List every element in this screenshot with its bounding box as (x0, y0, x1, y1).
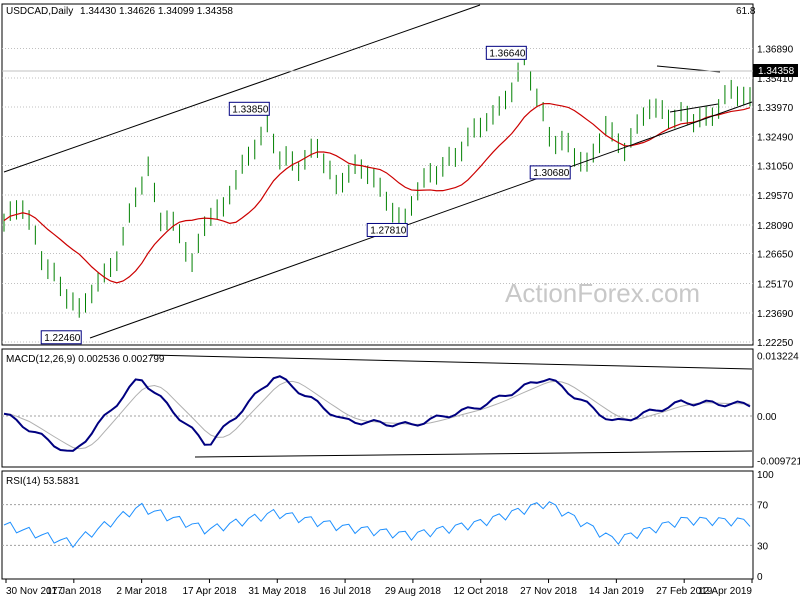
macd-tick-label: 0.00 (757, 412, 777, 423)
x-tick-label: 17 Apr 2018 (182, 586, 236, 597)
rsi-tick-label: 100 (757, 470, 774, 481)
x-tick-label: 27 Feb 2019 (656, 586, 713, 597)
price-annotation-box (228, 101, 270, 116)
upper-channel-line (3, 4, 481, 173)
price-annotation-label: 1.22460 (44, 333, 81, 344)
chart-symbol: USDCAD,Daily 1.34430 1.34626 1.34099 1.3… (6, 6, 233, 17)
x-tick-label: 12 Oct 2018 (453, 586, 508, 597)
current-price-text: 1.34358 (758, 66, 795, 77)
y-axis-ticks: 1.36890 1.35410 1.33970 1.32490 1.31050 1.295… (757, 44, 800, 583)
x-tick-label: 27 Nov 2018 (520, 586, 577, 597)
price-series (3, 46, 751, 318)
x-tick-label: 16 Jul 2018 (319, 586, 371, 597)
price-tick-label: 1.35410 (757, 74, 794, 85)
price-tick-label: 1.26650 (757, 250, 794, 261)
rsi-tick-label: 70 (757, 501, 769, 512)
rsi-layer (2, 501, 753, 549)
price-tick-label: 1.33970 (757, 103, 794, 114)
x-tick-label: 14 Jan 2019 (589, 586, 644, 597)
price-annotation-box (366, 222, 408, 237)
macd-lower-trend (194, 450, 753, 458)
macd-layer (2, 354, 753, 458)
triangle-lower-line (669, 103, 719, 113)
x-tick-label: 31 May 2018 (248, 586, 306, 597)
corner-value: 61.8 (736, 6, 756, 17)
macd-tick-label: 0.013224 (757, 352, 799, 363)
x-tick-label: 29 Aug 2018 (385, 586, 442, 597)
price-annotation-label: 1.30680 (533, 168, 570, 179)
ohlc-values: 1.34430 1.34626 1.34099 1.34358 (80, 6, 233, 17)
macd-label: MACD(12,26,9) 0.002536 0.002799 (6, 354, 165, 365)
x-tick-label: 12 Apr 2019 (698, 586, 752, 597)
price-annotation-box (40, 330, 82, 345)
macd-upper-trend (149, 354, 753, 370)
rsi-pane-frame (1, 470, 754, 580)
x-tick-label: 17 Jan 2018 (46, 586, 101, 597)
macd-line (3, 375, 751, 452)
price-annotations: 1.36640 1.33850 1.30680 1.27810 1.22460 (40, 45, 571, 345)
price-tick-label: 1.22250 (757, 338, 794, 349)
x-tick-label: 2 Mar 2018 (116, 586, 167, 597)
trend-lines (2, 4, 753, 339)
price-tick-label: 1.32490 (757, 133, 794, 144)
macd-tick-label: -0.009721 (757, 456, 800, 467)
current-price-tag (753, 64, 798, 77)
price-annotation-box (485, 45, 527, 60)
moving-average-line (3, 102, 751, 284)
watermark: ActionForex.com (505, 278, 700, 308)
price-annotation-label: 1.36640 (489, 48, 526, 59)
rsi-label: RSI(14) 53.5831 (6, 476, 80, 487)
macd-pane-frame (1, 348, 754, 468)
symbol-label: USDCAD,Daily (6, 6, 73, 17)
x-tick-label: 30 Nov 2017 (6, 586, 63, 597)
rsi-tick-label: 30 (757, 541, 769, 552)
price-tick-label: 1.25170 (757, 279, 794, 290)
price-annotation-label: 1.33850 (232, 104, 269, 115)
price-annotation-box (529, 165, 571, 180)
price-annotation-label: 1.27810 (370, 225, 407, 236)
rsi-line (3, 501, 751, 549)
price-tick-label: 1.29570 (757, 191, 794, 202)
price-tick-label: 1.23690 (757, 309, 794, 320)
lower-channel-line (89, 101, 753, 339)
price-pane-frame (1, 3, 754, 346)
price-tick-label: 1.28090 (757, 221, 794, 232)
price-tick-label: 1.36890 (757, 44, 794, 55)
price-tick-label: 1.31050 (757, 161, 794, 172)
rsi-tick-label: 0 (757, 572, 763, 583)
